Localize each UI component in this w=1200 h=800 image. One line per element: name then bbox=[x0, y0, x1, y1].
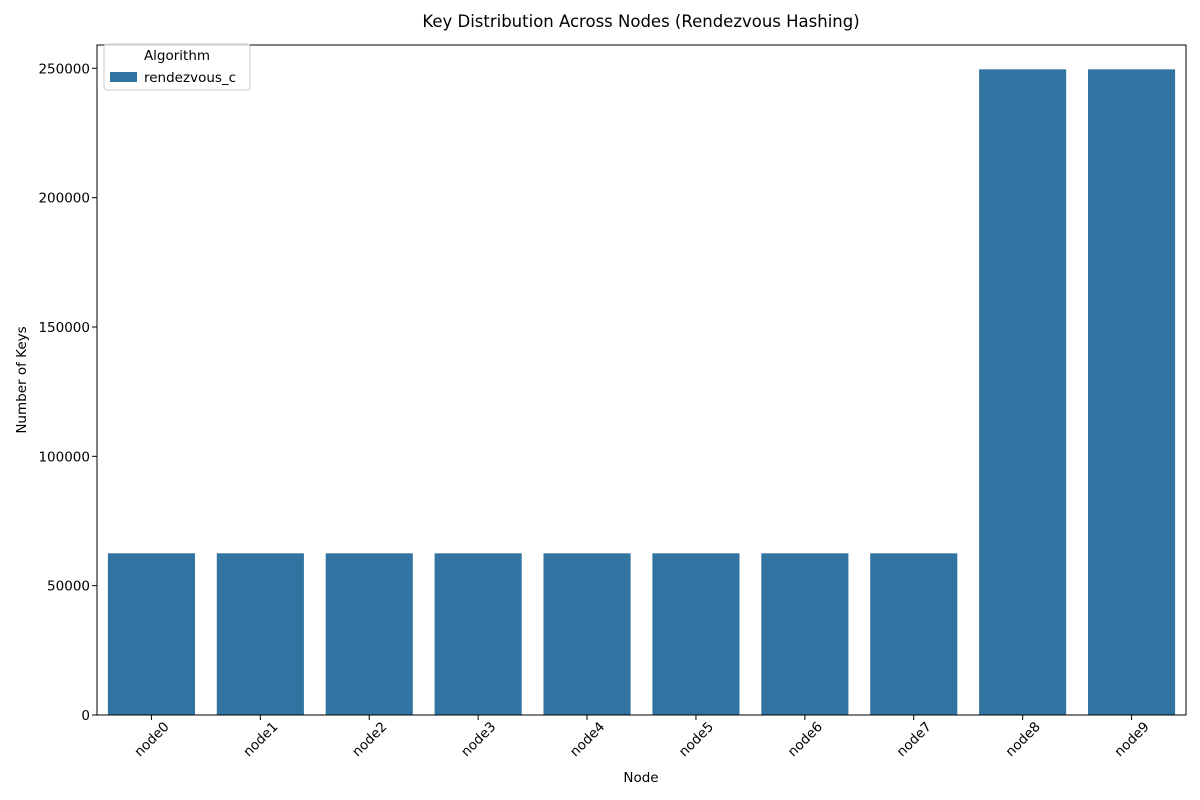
legend-title: Algorithm bbox=[144, 48, 210, 64]
legend: Algorithm rendezvous_c bbox=[103, 43, 251, 91]
bar-node3 bbox=[434, 553, 522, 715]
bar-node5 bbox=[652, 553, 740, 715]
bar-node4 bbox=[543, 553, 631, 715]
bars-layer bbox=[107, 69, 1176, 715]
bar-node1 bbox=[216, 553, 304, 715]
legend-swatch-rendezvous-c bbox=[110, 72, 137, 82]
y-tick-label: 100000 bbox=[38, 449, 90, 465]
y-tick-label: 50000 bbox=[47, 579, 90, 595]
plot-frame bbox=[96, 44, 1187, 716]
y-tick-label: 250000 bbox=[38, 61, 90, 77]
chart-title: Key Distribution Across Nodes (Rendezvou… bbox=[422, 12, 859, 31]
y-axis-label: Number of Keys bbox=[14, 326, 30, 433]
y-tick-label: 0 bbox=[81, 708, 90, 724]
x-axis-label: Node bbox=[623, 770, 658, 786]
bar-node8 bbox=[979, 69, 1067, 715]
y-tick-label: 150000 bbox=[38, 320, 90, 336]
bar-node9 bbox=[1087, 69, 1176, 715]
legend-label-rendezvous-c: rendezvous_c bbox=[144, 70, 236, 86]
bar-node0 bbox=[107, 553, 196, 715]
legend-box bbox=[103, 43, 251, 91]
bar-node2 bbox=[325, 553, 413, 715]
y-axis-ticks: 0 50000 100000 150000 200000 250000 bbox=[38, 61, 97, 724]
bar-node7 bbox=[870, 553, 958, 715]
bar-node6 bbox=[761, 553, 849, 715]
y-tick-label: 200000 bbox=[38, 191, 90, 207]
